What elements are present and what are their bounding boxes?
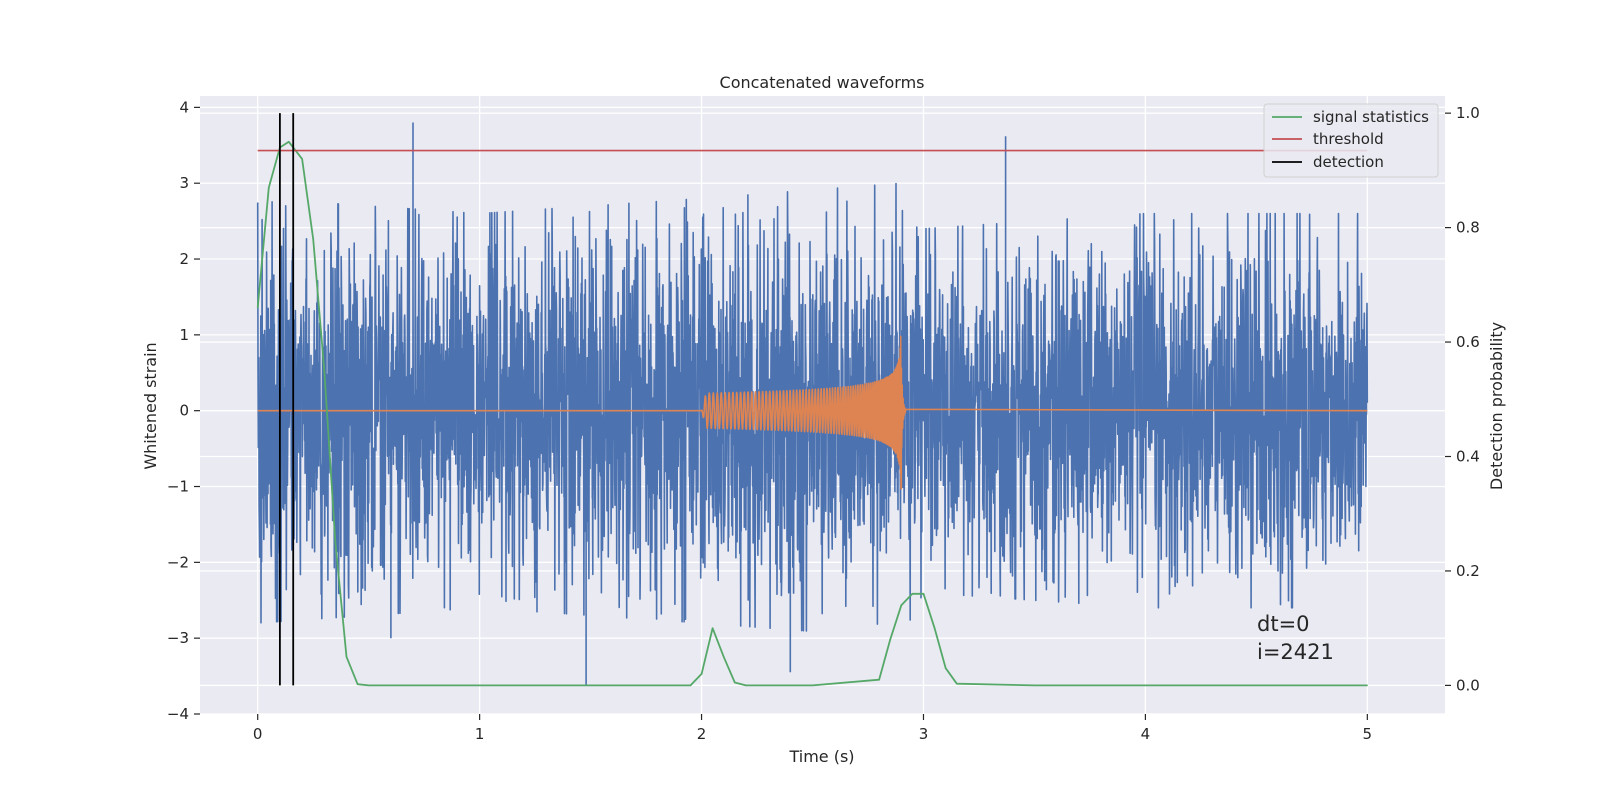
signal-statistics-point	[288, 141, 290, 143]
y-right-tick-label: 0.0	[1456, 676, 1480, 694]
signal-statistics-point	[357, 683, 359, 685]
series-layer	[256, 113, 1369, 687]
y-right-tick-label: 0.2	[1456, 562, 1480, 580]
signal-statistics-point	[889, 639, 891, 641]
annotation-index: i=2421	[1257, 640, 1334, 664]
signal-statistics-point	[723, 656, 725, 658]
signal-statistics-point	[922, 593, 925, 595]
y-axis-right-label: Detection probability	[1487, 322, 1506, 490]
legend-label-detection: detection	[1313, 153, 1384, 171]
y-tick-label: −2	[167, 553, 189, 571]
y-right-tick-label: 1.0	[1456, 104, 1480, 122]
y-tick-label: 4	[179, 98, 189, 116]
signal-statistics-point	[734, 681, 736, 684]
x-tick-label: 5	[1363, 725, 1373, 743]
y-tick-label: 1	[179, 326, 189, 344]
annotation-dt: dt=0	[1257, 612, 1310, 636]
signal-statistics-point	[811, 684, 814, 687]
y-right-tick-label: 0.4	[1456, 448, 1480, 466]
signal-statistics-point	[301, 158, 303, 160]
legend-box	[1263, 103, 1439, 178]
signal-statistics-point	[479, 684, 481, 687]
y-tick-label: −1	[167, 478, 189, 496]
signal-statistics-point	[878, 679, 880, 681]
signal-statistics-point	[701, 673, 703, 675]
signal-statistics-point	[368, 684, 370, 687]
y-right-tick-label: 0.6	[1456, 333, 1480, 351]
legend-label-signal-statistics: signal statistics	[1313, 108, 1429, 126]
x-tick-label: 1	[475, 725, 485, 743]
signal-statistics-point	[712, 627, 714, 629]
signal-statistics-point	[1255, 684, 1257, 687]
x-tick-label: 3	[919, 725, 929, 743]
chirp-series-line	[257, 335, 1368, 490]
signal-statistics-point	[689, 684, 692, 687]
signal-statistics-point	[345, 656, 348, 658]
y-tick-label: 3	[179, 174, 189, 192]
axis-ticks: 0 1 2 3 4 5 4 3 2 1 0 −1 −2 −3 −4 1.0 0.8 0.6 0.4 0.2 0.0	[167, 98, 1480, 743]
legend-label-threshold: threshold	[1313, 130, 1384, 148]
y-right-tick-label: 0.8	[1456, 219, 1480, 237]
signal-statistics-point	[1033, 684, 1035, 687]
x-tick-label: 0	[253, 725, 263, 743]
signal-statistics-point	[268, 187, 270, 189]
signal-statistics-point	[312, 238, 314, 240]
signal-statistics-point	[745, 684, 747, 687]
x-tick-label: 4	[1141, 725, 1151, 743]
signal-statistics-point	[934, 627, 936, 629]
signal-statistics-point	[1144, 684, 1146, 687]
y-tick-label: −4	[167, 705, 189, 723]
signal-statistics-line	[256, 140, 1368, 687]
signal-statistics-point	[911, 593, 914, 595]
y-tick-label: 0	[179, 402, 189, 420]
y-axis-label: Whitened strain	[141, 342, 160, 469]
legend: signal statistics threshold detection	[1263, 103, 1439, 178]
signal-statistics-point	[956, 683, 958, 685]
y-tick-label: −3	[167, 629, 189, 647]
signal-statistics-point	[590, 684, 592, 687]
signal-statistics-point	[945, 667, 947, 669]
y-tick-label: 2	[179, 250, 189, 268]
signal-statistics-point	[900, 604, 902, 606]
chart-title: Concatenated waveforms	[720, 73, 925, 92]
x-tick-label: 2	[697, 725, 707, 743]
x-axis-label: Time (s)	[788, 747, 854, 766]
signal-statistics-point	[323, 370, 325, 372]
signal-statistics-point	[334, 541, 336, 543]
signal-statistics-point	[1366, 684, 1368, 687]
strain-series-line	[256, 122, 1369, 686]
signal-statistics-point	[257, 307, 259, 309]
